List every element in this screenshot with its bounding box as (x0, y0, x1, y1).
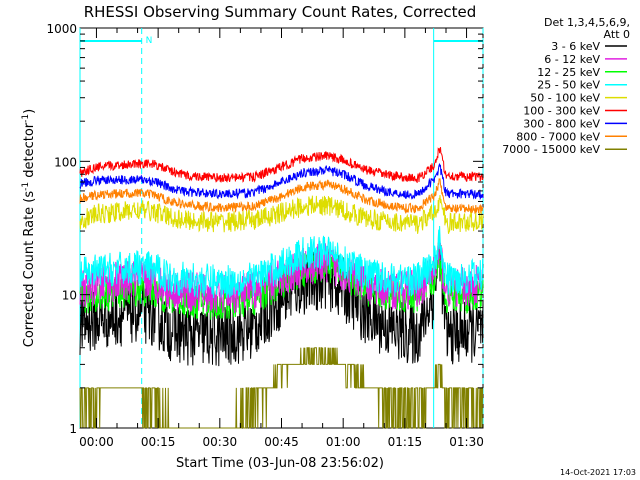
y-axis-label-part: ) (22, 109, 37, 114)
y-axis-label-part: detector (22, 122, 37, 182)
y-axis-label: Corrected Count Rate (s-1 detector-1) (21, 109, 37, 347)
series-line-4 (79, 194, 484, 234)
legend-label: 12 - 25 keV (537, 66, 600, 79)
series-line-3 (79, 225, 484, 299)
series-line-5 (79, 146, 484, 184)
x-tick-label: 00:00 (79, 435, 114, 449)
legend-label: 100 - 300 keV (523, 105, 600, 118)
y-tick-label: 10 (62, 289, 77, 303)
x-tick-label: 01:15 (388, 435, 423, 449)
y-tick-label: 1000 (46, 22, 77, 36)
series-line-8 (79, 347, 484, 429)
x-tick-label: 01:30 (449, 435, 484, 449)
axes: 1 10 100 1000 00:00 00:15 00:30 00:45 01:00 01:15… (46, 22, 483, 449)
legend-label: 25 - 50 keV (537, 79, 600, 92)
legend-header-line-2: Att 0 (604, 28, 630, 41)
x-tick-label: 00:30 (203, 435, 238, 449)
series-line-7 (79, 178, 484, 215)
y-axis-label-superscript: -1 (21, 114, 31, 123)
chart-title: RHESSI Observing Summary Count Rates, Co… (84, 3, 477, 21)
x-tick-label: 00:15 (141, 435, 176, 449)
legend-label: 7000 - 15000 keV (502, 143, 600, 156)
x-tick-label: 00:45 (264, 435, 299, 449)
y-axis-label-part: Corrected Count Rate (s (22, 191, 37, 348)
legend-label: 6 - 12 keV (544, 53, 600, 66)
series-line-6 (79, 162, 484, 201)
x-axis-label: Start Time (03-Jun-08 23:56:02) (176, 456, 384, 471)
night-label: N (146, 36, 153, 46)
legend-label: 300 - 800 keV (523, 117, 600, 130)
legend-header-line-1: Det 1,3,4,5,6,9, (544, 16, 630, 29)
y-axis-label-superscript: -1 (21, 182, 31, 191)
legend-label: 800 - 7000 keV (516, 130, 600, 143)
y-tick-label: 100 (54, 155, 77, 169)
footer-timestamp: 14-Oct-2021 17:03 (560, 468, 636, 477)
x-tick-label: 01:00 (326, 435, 361, 449)
series-layer (79, 146, 484, 429)
legend-label: 3 - 6 keV (551, 40, 600, 53)
legend-label: 50 - 100 keV (530, 92, 600, 105)
y-tick-label: 1 (69, 422, 77, 436)
